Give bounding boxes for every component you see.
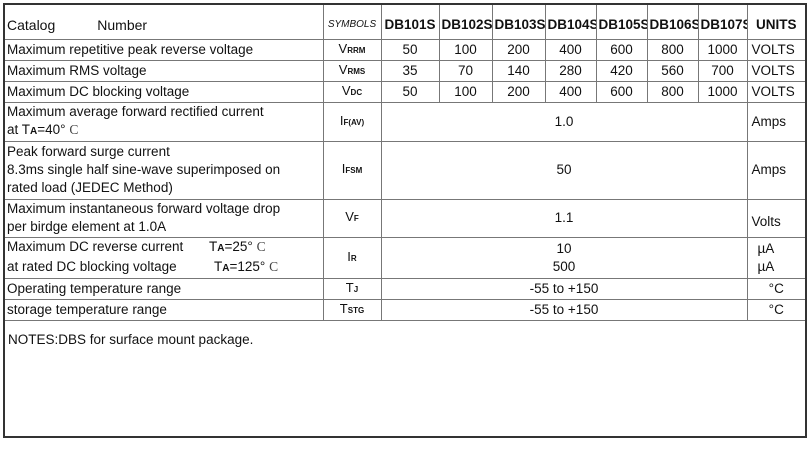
row-value: -55 to +150 [380,298,748,321]
row-value: 800 [646,39,699,61]
row-description: Operating temperature range [5,278,324,300]
notes-row: NOTES:DBS for surface mount package. [5,320,805,449]
table-row: storage temperature range TSTG -55 to +150… [5,298,805,321]
number-label: Number [97,16,148,33]
part-header: DB107S [697,5,748,40]
row-symbol: IR [322,236,382,279]
row-symbol: IF(AV) [322,102,382,142]
row-value: 50 [380,80,440,103]
row-value: 420 [595,59,648,82]
spec-table-frame: Catalog Number SYMBOLS DB101S DB102S DB10… [3,3,807,438]
row-value: 1000 [697,39,748,61]
part-header: DB101S [380,5,440,40]
row-unit: VOLTS [746,39,805,61]
row-value: 400 [544,39,597,61]
row-value: -55 to +150 [380,278,748,300]
row-description: Maximum RMS voltage [5,59,324,82]
spec-table: Catalog Number SYMBOLS DB101S DB102S DB10… [5,5,805,449]
row-value: 100 [438,39,493,61]
row-value: 10 500 [380,236,748,279]
table-row: Maximum RMS voltage VRMS 35 70 140 280 420 560 7… [5,59,805,82]
header-row: Catalog Number SYMBOLS DB101S DB102S DB10… [5,5,805,40]
row-value: 50 [380,140,748,200]
row-symbol: VRRM [322,39,382,61]
row-value: 200 [491,80,546,103]
part-header: DB102S [438,5,493,40]
row-value: 1.1 [380,198,748,238]
row-value: 800 [646,80,699,103]
part-header: DB105S [595,5,648,40]
row-value: 140 [491,59,546,82]
notes: NOTES:DBS for surface mount package. [8,331,254,347]
row-unit: VOLTS [746,80,805,103]
row-symbol: VF [322,198,382,238]
row-symbol: IFSM [322,140,382,200]
table-row: Peak forward surge current 8.3ms single h… [5,140,805,200]
row-value: 560 [646,59,699,82]
table-row: Maximum repetitive peak reverse voltage V… [5,39,805,61]
row-unit: µA µA [746,236,805,279]
row-value: 1.0 [380,102,748,142]
row-description: Maximum repetitive peak reverse voltage [5,39,324,61]
table-row: Maximum average forward rectified curren… [5,102,805,142]
row-description: storage temperature range [5,298,324,321]
part-header: DB104S [544,5,597,40]
table-row: Maximum DC reverse current TA=25° C at ra… [5,236,805,279]
row-description: Maximum average forward rectified curren… [5,102,324,142]
row-value: 200 [491,39,546,61]
row-value: 400 [544,80,597,103]
row-symbol: VDC [322,80,382,103]
row-description: Maximum instantaneous forward voltage dr… [5,198,324,238]
table-row: Operating temperature range TJ -55 to +150… [5,278,805,300]
row-value: 35 [380,59,440,82]
catalog-header: Catalog Number [5,5,324,40]
row-unit: VOLTS [746,59,805,82]
row-symbol: TSTG [322,298,382,321]
row-value: 1000 [697,80,748,103]
row-value: 600 [595,80,648,103]
row-unit: °C [746,298,805,321]
row-value: 600 [595,39,648,61]
row-unit: °C [746,278,805,300]
row-value: 700 [697,59,748,82]
row-value: 70 [438,59,493,82]
symbols-header: SYMBOLS [322,5,382,40]
row-symbol: VRMS [322,59,382,82]
row-description: Maximum DC reverse current TA=25° C at ra… [5,236,324,279]
catalog-label: Catalog [7,16,56,33]
table-row: Maximum DC blocking voltage VDC 50 100 200 40… [5,80,805,103]
row-value: 100 [438,80,493,103]
row-description: Maximum DC blocking voltage [5,80,324,103]
units-header: UNITS [746,5,805,40]
row-unit: Amps [746,140,805,200]
table-row: Maximum instantaneous forward voltage dr… [5,198,805,238]
row-description: Peak forward surge current 8.3ms single h… [5,140,324,200]
row-value: 50 [380,39,440,61]
part-header: DB103S [491,5,546,40]
part-header: DB106S [646,5,699,40]
row-symbol: TJ [322,278,382,300]
row-unit: Amps [746,102,805,142]
row-value: 280 [544,59,597,82]
row-unit: Volts [746,198,805,238]
